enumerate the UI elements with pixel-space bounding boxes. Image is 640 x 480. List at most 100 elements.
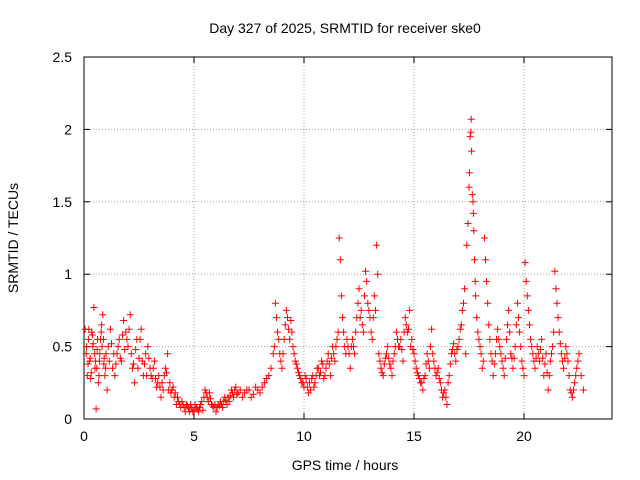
data-point bbox=[352, 328, 360, 336]
y-axis-label: SRMTID / TECUs bbox=[5, 183, 21, 293]
data-point bbox=[524, 306, 532, 314]
data-point bbox=[286, 335, 294, 343]
data-point bbox=[136, 335, 144, 343]
data-point bbox=[115, 335, 123, 343]
data-point bbox=[496, 343, 504, 351]
data-point bbox=[510, 354, 518, 362]
data-point bbox=[123, 335, 131, 343]
data-point bbox=[472, 292, 480, 300]
data-point bbox=[343, 335, 351, 343]
data-point bbox=[544, 386, 552, 394]
data-point bbox=[297, 375, 305, 382]
data-point bbox=[341, 343, 349, 351]
data-point bbox=[333, 335, 341, 343]
data-point bbox=[427, 343, 434, 351]
data-point bbox=[378, 369, 386, 377]
data-point bbox=[331, 357, 339, 365]
data-point bbox=[141, 360, 148, 368]
data-point bbox=[346, 364, 354, 372]
data-point bbox=[435, 375, 443, 382]
data-point bbox=[83, 372, 91, 380]
data-point bbox=[322, 364, 330, 372]
data-point bbox=[337, 292, 345, 300]
data-point bbox=[549, 343, 557, 351]
y-tick-label: 0.5 bbox=[53, 339, 73, 355]
data-point bbox=[271, 299, 279, 307]
data-point bbox=[482, 256, 489, 264]
data-point bbox=[455, 335, 463, 343]
data-point bbox=[191, 401, 199, 408]
data-point bbox=[260, 379, 268, 387]
data-point bbox=[125, 325, 133, 333]
data-point bbox=[527, 335, 535, 343]
data-point bbox=[521, 259, 529, 267]
data-point bbox=[497, 350, 505, 358]
data-point bbox=[461, 285, 469, 293]
data-point bbox=[376, 357, 384, 365]
y-tick-label: 1 bbox=[64, 266, 72, 282]
data-point bbox=[124, 343, 132, 351]
data-point bbox=[551, 267, 559, 275]
data-point bbox=[370, 292, 378, 300]
data-point bbox=[288, 328, 296, 336]
data-point bbox=[568, 393, 576, 401]
x-tick-labels: 0 5 10 15 20 bbox=[80, 428, 532, 444]
data-point bbox=[134, 364, 142, 372]
data-point bbox=[539, 354, 547, 362]
data-point bbox=[523, 292, 531, 300]
data-point bbox=[444, 379, 452, 387]
data-point bbox=[389, 357, 397, 365]
data-point bbox=[284, 314, 291, 322]
data-point bbox=[440, 389, 448, 397]
data-point bbox=[299, 379, 307, 387]
data-point bbox=[287, 317, 295, 324]
data-point bbox=[433, 369, 441, 377]
data-point bbox=[137, 325, 145, 333]
data-point bbox=[513, 299, 521, 307]
data-point bbox=[114, 343, 122, 351]
data-point bbox=[506, 328, 514, 336]
data-point bbox=[451, 350, 459, 358]
data-point bbox=[480, 234, 488, 242]
data-point bbox=[310, 383, 318, 391]
data-point bbox=[178, 398, 186, 406]
data-point bbox=[117, 357, 125, 365]
data-point bbox=[111, 372, 119, 380]
data-point bbox=[411, 357, 419, 365]
data-point bbox=[468, 147, 476, 155]
data-point bbox=[553, 299, 561, 307]
data-point bbox=[281, 321, 289, 329]
data-point bbox=[278, 364, 286, 372]
data-point bbox=[319, 360, 327, 368]
data-point bbox=[490, 360, 498, 368]
data-point bbox=[185, 405, 192, 413]
data-point bbox=[91, 357, 99, 365]
y-tick-label: 2.5 bbox=[53, 49, 73, 65]
data-point bbox=[384, 343, 392, 351]
data-point bbox=[345, 350, 353, 358]
data-point bbox=[354, 299, 362, 307]
data-point bbox=[295, 369, 302, 377]
data-point bbox=[121, 346, 129, 353]
data-point bbox=[554, 314, 562, 322]
data-point bbox=[183, 402, 191, 410]
data-point bbox=[335, 234, 343, 242]
data-point bbox=[285, 325, 293, 333]
data-point bbox=[332, 343, 340, 351]
data-point bbox=[560, 364, 568, 372]
data-point bbox=[254, 386, 262, 394]
data-point bbox=[538, 335, 546, 343]
data-point bbox=[500, 372, 508, 380]
x-tick-label: 0 bbox=[80, 428, 88, 444]
data-point bbox=[109, 364, 117, 372]
data-point bbox=[267, 364, 275, 372]
data-point bbox=[355, 285, 363, 293]
data-point bbox=[127, 350, 135, 358]
data-point bbox=[387, 364, 395, 372]
data-point bbox=[471, 277, 479, 285]
y-tick-label: 1.5 bbox=[53, 194, 73, 210]
data-point bbox=[84, 335, 92, 343]
data-point bbox=[241, 389, 249, 397]
data-point bbox=[432, 372, 440, 380]
data-point bbox=[199, 406, 207, 414]
